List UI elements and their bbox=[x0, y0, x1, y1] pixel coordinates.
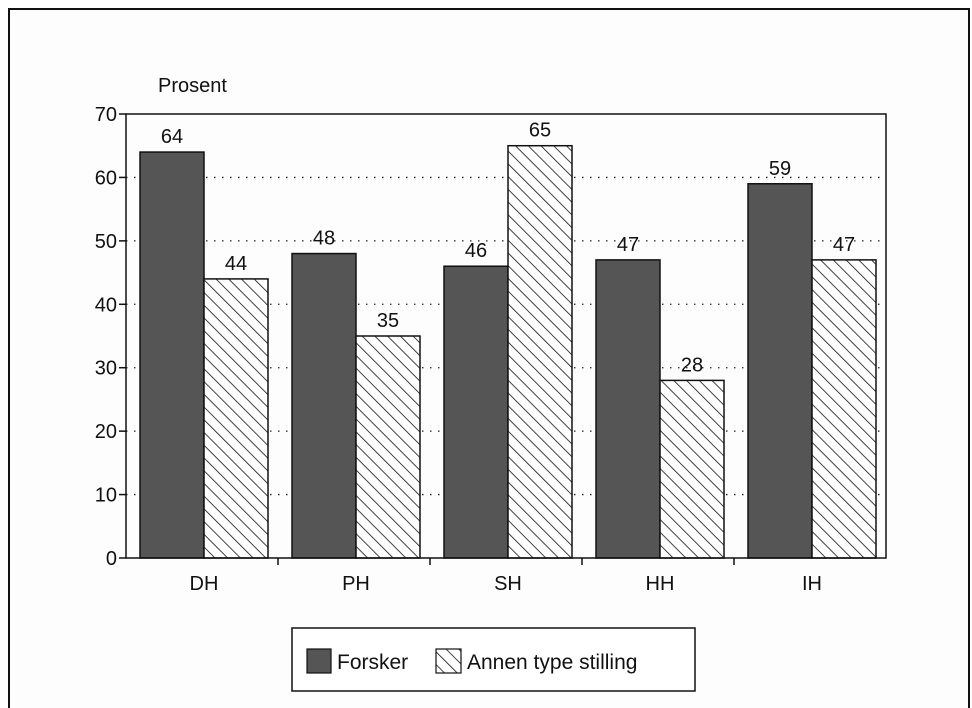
bars bbox=[139, 144, 877, 559]
data-label-ph-annen: 35 bbox=[377, 310, 399, 332]
data-label-dh-annen: 44 bbox=[225, 253, 247, 275]
data-label-dh-forsker: 64 bbox=[161, 126, 183, 148]
bar-hh-forsker bbox=[595, 259, 661, 559]
legend-swatch-annen bbox=[435, 648, 462, 674]
y-tick-label-20: 20 bbox=[95, 421, 117, 443]
bar-ih-forsker bbox=[747, 183, 813, 559]
y-tick-label-70: 70 bbox=[95, 104, 117, 126]
y-tick-label-10: 10 bbox=[95, 485, 117, 507]
bar-ih-annen bbox=[811, 259, 877, 559]
bar-dh-annen bbox=[203, 278, 269, 559]
bar-sh-annen bbox=[507, 144, 573, 559]
plot-border bbox=[125, 113, 887, 559]
bar-dh-forsker bbox=[139, 151, 205, 559]
legend-swatch-forsker bbox=[306, 648, 332, 674]
y-tick-label-60: 60 bbox=[95, 167, 117, 189]
legend-box bbox=[291, 627, 696, 692]
x-tick-label-ih: IH bbox=[802, 573, 822, 595]
bar-hh-annen bbox=[659, 379, 725, 559]
bar-ph-annen bbox=[355, 335, 421, 559]
y-tick-label-30: 30 bbox=[95, 358, 117, 380]
data-label-sh-forsker: 46 bbox=[465, 240, 487, 262]
data-label-ih-forsker: 59 bbox=[769, 158, 791, 180]
x-tick-label-dh: DH bbox=[190, 573, 219, 595]
y-tick-label-50: 50 bbox=[95, 231, 117, 253]
y-tick-label-40: 40 bbox=[95, 294, 117, 316]
data-label-ph-forsker: 48 bbox=[313, 228, 335, 250]
x-tick-label-hh: HH bbox=[646, 573, 675, 595]
x-tick-label-sh: SH bbox=[494, 573, 522, 595]
data-label-hh-annen: 28 bbox=[681, 354, 703, 376]
data-label-ih-annen: 47 bbox=[833, 234, 855, 256]
legend-label-forsker: Forsker bbox=[337, 651, 408, 674]
x-tick-label-ph: PH bbox=[342, 573, 370, 595]
axes: DH PH SH HH IH 0 10 20 30 40 50 60 70 bbox=[95, 104, 887, 595]
legend-label-annen: Annen type stilling bbox=[467, 651, 637, 674]
bar-ph-forsker bbox=[291, 252, 357, 559]
legend: Forsker Annen type stilling bbox=[291, 627, 696, 692]
bar-sh-forsker bbox=[443, 265, 509, 559]
data-label-sh-annen: 65 bbox=[529, 120, 551, 142]
data-labels: 64 44 48 35 46 65 47 28 59 47 bbox=[161, 120, 855, 377]
y-axis-title: Prosent bbox=[158, 75, 227, 97]
y-tick-label-0: 0 bbox=[106, 548, 117, 570]
data-label-hh-forsker: 47 bbox=[617, 234, 639, 256]
